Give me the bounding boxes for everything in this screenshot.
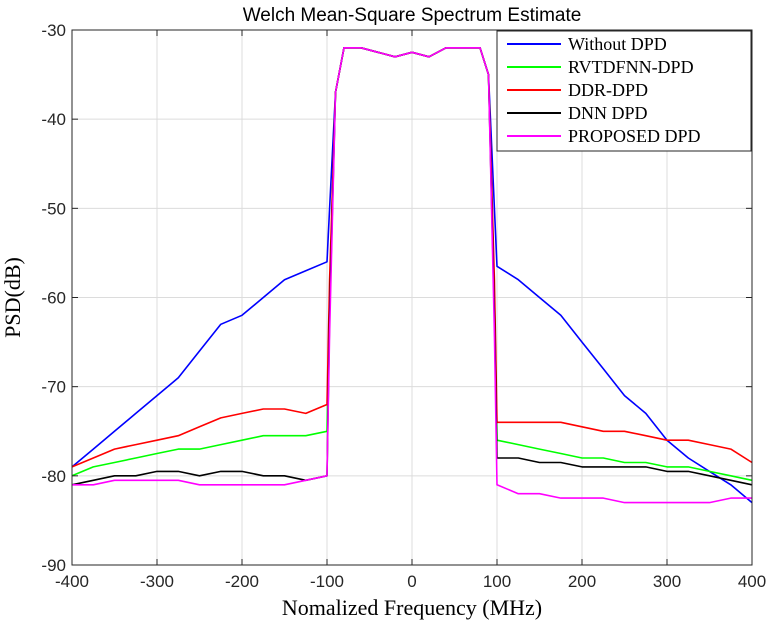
series-line-5 bbox=[72, 46, 752, 504]
x-tick-label: -400 bbox=[55, 572, 89, 591]
ticks: -400 -300 -200 -100 0 100 200 300 400 -90 -80 -70 -6… bbox=[41, 21, 766, 591]
legend-label: DDR-DPD bbox=[568, 80, 648, 100]
x-tick-label: -200 bbox=[225, 572, 259, 591]
y-tick-label: -60 bbox=[41, 289, 66, 308]
y-tick-label: -80 bbox=[41, 467, 66, 486]
chart-title: Welch Mean-Square Spectrum Estimate bbox=[243, 5, 582, 26]
legend-label: DNN DPD bbox=[568, 103, 648, 123]
x-tick-label: 400 bbox=[738, 572, 766, 591]
y-axis-label: PSD(dB) bbox=[0, 257, 25, 338]
y-tick-label: -40 bbox=[41, 110, 66, 129]
x-tick-label: -100 bbox=[310, 572, 344, 591]
x-tick-label: 200 bbox=[568, 572, 596, 591]
x-tick-label: 0 bbox=[407, 572, 416, 591]
y-tick-label: -70 bbox=[41, 378, 66, 397]
y-tick-label: -30 bbox=[41, 21, 66, 40]
y-tick-label: -90 bbox=[41, 556, 66, 575]
y-tick-label: -50 bbox=[41, 199, 66, 218]
x-tick-label: -300 bbox=[140, 572, 174, 591]
legend-label: PROPOSED DPD bbox=[568, 126, 701, 146]
x-axis-label: Nomalized Frequency (MHz) bbox=[282, 595, 542, 620]
x-tick-label: 300 bbox=[653, 572, 681, 591]
legend-label: RVTDFNN-DPD bbox=[568, 57, 694, 77]
legend: Without DPD RVTDFNN-DPD DDR-DPD DNN DPD PROP… bbox=[496, 30, 752, 152]
series-layer bbox=[71, 46, 753, 504]
legend-label: Without DPD bbox=[568, 34, 667, 54]
x-tick-label: 100 bbox=[483, 572, 511, 591]
